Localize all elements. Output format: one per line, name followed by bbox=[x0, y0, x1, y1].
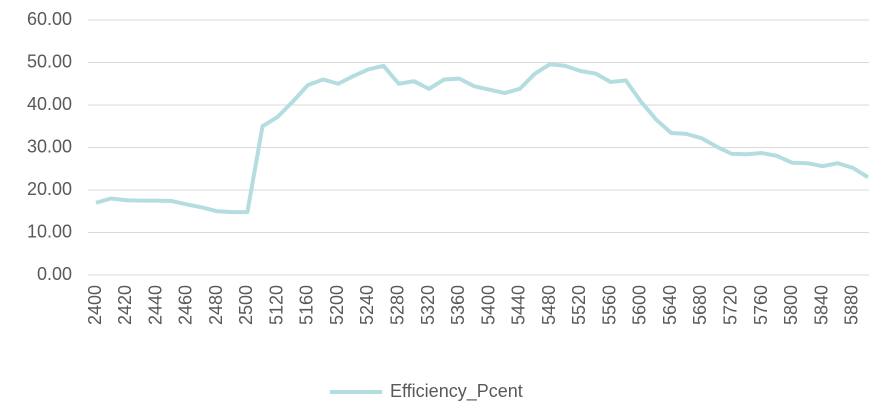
y-tick-label: 30.00 bbox=[27, 136, 72, 156]
y-tick-label: 60.00 bbox=[27, 9, 72, 29]
x-tick-label: 5840 bbox=[811, 285, 831, 325]
x-tick-label: 2440 bbox=[145, 285, 165, 325]
x-tick-label: 5520 bbox=[569, 285, 589, 325]
x-tick-label: 5720 bbox=[721, 285, 741, 325]
x-tick-label: 5480 bbox=[539, 285, 559, 325]
x-tick-label: 5440 bbox=[509, 285, 529, 325]
x-tick-label: 5760 bbox=[751, 285, 771, 325]
x-tick-label: 5360 bbox=[448, 285, 468, 325]
x-tick-label: 5640 bbox=[660, 285, 680, 325]
x-tick-label: 2480 bbox=[206, 285, 226, 325]
x-tick-label: 5200 bbox=[327, 285, 347, 325]
x-tick-label: 2400 bbox=[85, 285, 105, 325]
y-tick-label: 50.00 bbox=[27, 51, 72, 71]
y-tick-label: 20.00 bbox=[27, 179, 72, 199]
x-tick-label: 5880 bbox=[842, 285, 862, 325]
x-tick-label: 5600 bbox=[630, 285, 650, 325]
line bbox=[95, 62, 869, 215]
x-tick-label: 2500 bbox=[236, 285, 256, 325]
y-tick-label: 0.00 bbox=[37, 264, 72, 284]
x-tick-label: 2460 bbox=[176, 285, 196, 325]
x-tick-label: 5680 bbox=[690, 285, 710, 325]
x-tick-label: 5240 bbox=[357, 285, 377, 325]
y-tick-label: 10.00 bbox=[27, 221, 72, 241]
x-tick-label: 5400 bbox=[478, 285, 498, 325]
x-tick-label: 5560 bbox=[599, 285, 619, 325]
y-tick-label: 40.00 bbox=[27, 94, 72, 114]
x-tick-label: 5160 bbox=[297, 285, 317, 325]
x-tick-label: 2420 bbox=[115, 285, 135, 325]
x-tick-label: 5800 bbox=[781, 285, 801, 325]
x-tick-label: 5280 bbox=[387, 285, 407, 325]
legend-label: Efficiency_Pcent bbox=[390, 381, 523, 402]
x-tick-label: 5120 bbox=[266, 285, 286, 325]
x-tick-label: 5320 bbox=[418, 285, 438, 325]
